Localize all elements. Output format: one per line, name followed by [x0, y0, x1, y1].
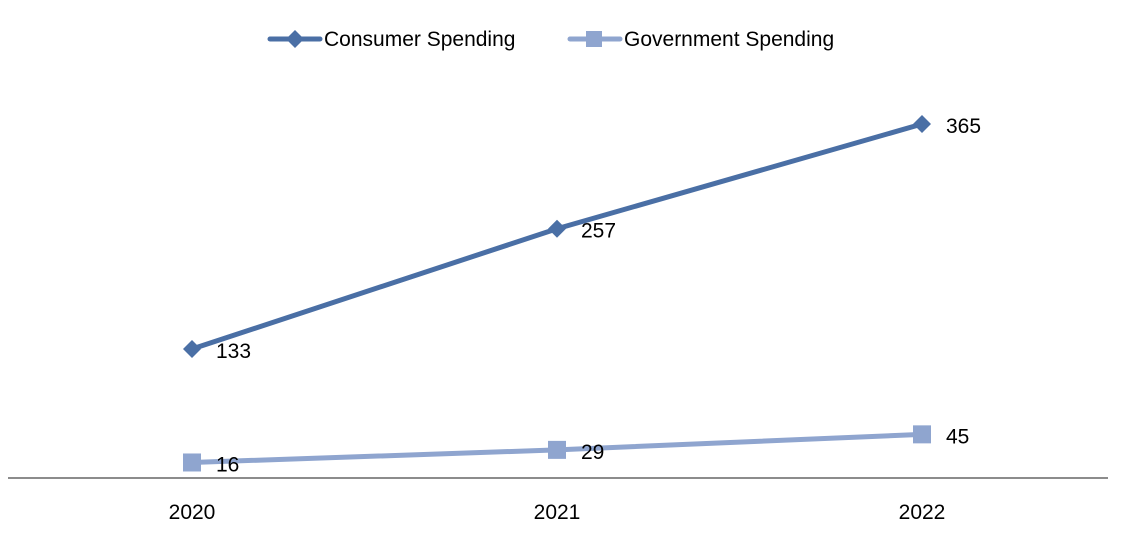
x-tick-label: 2021 [534, 501, 581, 524]
legend-marker-diamond-icon [286, 30, 304, 48]
data-point-consumer-spending[interactable] [913, 115, 931, 133]
data-label-government-spending: 45 [946, 425, 969, 448]
data-label-government-spending: 29 [581, 441, 604, 464]
data-label-consumer-spending: 257 [581, 220, 616, 243]
data-point-consumer-spending[interactable] [183, 340, 201, 359]
series-consumer-spending: 133 257 365 [183, 115, 981, 363]
data-label-consumer-spending: 133 [216, 340, 251, 363]
data-point-government-spending[interactable] [913, 425, 931, 444]
series-layer: 133 257 365 16 29 45 [183, 115, 981, 476]
legend: Consumer Spending Government Spending [267, 28, 834, 51]
data-label-consumer-spending: 365 [946, 115, 981, 138]
data-label-government-spending: 16 [216, 453, 239, 476]
legend-label-government-spending: Government Spending [624, 28, 834, 51]
legend-item-government-spending[interactable]: Government Spending [567, 28, 834, 51]
x-tick-label: 2022 [899, 501, 946, 524]
data-point-government-spending[interactable] [548, 440, 566, 459]
series-government-spending: 16 29 45 [183, 425, 969, 476]
legend-marker-square-icon [586, 31, 602, 47]
data-point-consumer-spending[interactable] [548, 219, 566, 238]
x-axis-tick-labels: 2020 2021 2022 [169, 501, 946, 524]
x-tick-label: 2020 [169, 501, 216, 524]
legend-item-consumer-spending[interactable]: Consumer Spending [267, 28, 515, 51]
data-point-government-spending[interactable] [183, 453, 201, 472]
legend-label-consumer-spending: Consumer Spending [324, 28, 515, 51]
